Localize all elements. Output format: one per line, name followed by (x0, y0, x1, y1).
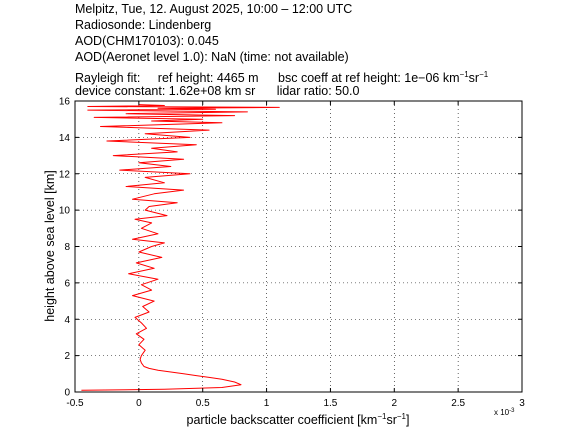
x-tick-label: 2 (392, 398, 398, 409)
x-tick-label: 0 (136, 398, 142, 409)
y-tick-label: 10 (59, 206, 71, 217)
x-tick-label: 0.5 (196, 398, 210, 409)
grid-layer (75, 101, 522, 392)
backscatter-profile-line (81, 104, 280, 391)
x-tick-label: 1.5 (323, 398, 337, 409)
x-axis-multiplier: x 10-3 (494, 408, 515, 417)
y-tick-label: 6 (64, 278, 70, 289)
rayleigh-fit-label: Rayleigh fit: (75, 71, 141, 86)
series-layer (81, 104, 280, 391)
y-tick-label: 4 (64, 315, 70, 326)
plot-title-line-1: Melpitz, Tue, 12. August 2025, 10:00 – 1… (75, 2, 353, 16)
y-axis-label: height above sea level [km] (43, 170, 57, 321)
plot-frame (74, 100, 523, 393)
x-tick-label: 1 (264, 398, 270, 409)
radiosonde-label: Radiosonde: Lindenberg (75, 18, 212, 32)
device-constant-line: device constant: 1.62e+08 km sr lidar ra… (75, 84, 359, 98)
aod-aeronet-label: AOD(Aeronet level 1.0): NaN (time: not a… (75, 50, 349, 64)
aod-photometer-label: AOD(CHM170103): 0.045 (75, 34, 219, 48)
y-tick-label: 0 (64, 388, 70, 399)
y-tick-label: 14 (59, 133, 71, 144)
y-tick-label: 12 (59, 169, 71, 180)
x-tick-label: -0.5 (66, 398, 84, 409)
reference-height-label: ref height: 4465 m (157, 71, 259, 86)
y-tick-label: 2 (64, 351, 70, 362)
y-tick-label: 8 (64, 242, 70, 253)
lidar-ratio-label: lidar ratio: 50.0 (276, 84, 360, 98)
x-axis-label: particle backscatter coefficient [km−1sr… (187, 412, 410, 427)
x-tick-label: 3 (519, 398, 525, 409)
x-tick-label: 2.5 (451, 398, 465, 409)
y-tick-label: 16 (59, 97, 71, 108)
device-constant-label: device constant: 1.62e+08 km sr (75, 84, 256, 98)
rayleigh-fit-line: Rayleigh fit: ref height: 4465 m bsc coe… (75, 68, 488, 85)
bsc-coeff-label: bsc coeff at ref height: 1e−06 km−1sr−1 (278, 70, 489, 86)
